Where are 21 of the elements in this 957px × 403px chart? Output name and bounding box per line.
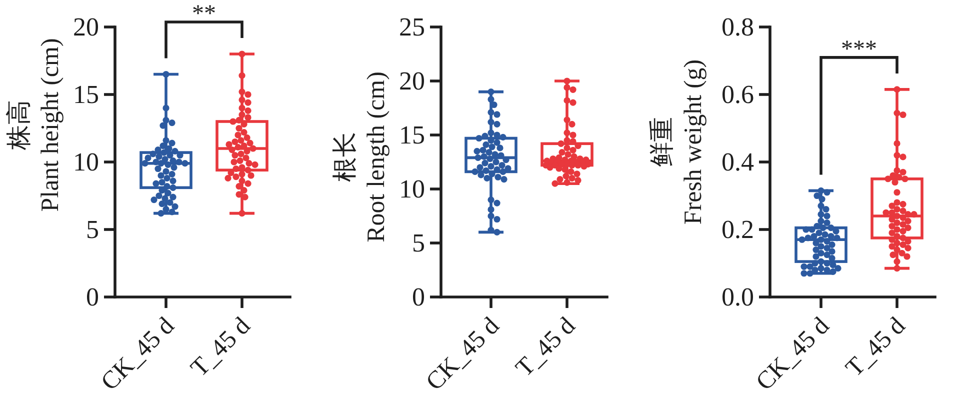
y-tick-label: 20	[73, 12, 99, 42]
y-tick-label: 15	[399, 120, 425, 150]
annotation: ***	[841, 36, 877, 62]
y-tick-label: 25	[399, 12, 425, 42]
y-axis-title: 株高 Plant height (cm)	[4, 38, 64, 212]
y-tick-label: 0.4	[722, 148, 754, 176]
y-axis-title: 鲜重 Fresh weight (g)	[648, 59, 707, 225]
y-tick-label: 20	[399, 66, 425, 96]
y-tick-label: 0.8	[722, 12, 754, 42]
y-tick-label: 0	[86, 282, 99, 312]
y-tick-label: 0.2	[722, 215, 754, 244]
y-tick-label: 5	[412, 228, 425, 258]
y-tick-label: 0	[412, 282, 425, 312]
y-tick-label: 15	[73, 80, 99, 109]
y-tick-label: 10	[399, 174, 425, 204]
y-axis-title: 根长 Root length (cm)	[332, 72, 390, 242]
y-tick-label: 0.0	[722, 282, 754, 312]
y-tick-label: 0.6	[722, 80, 754, 109]
y-tick-label: 5	[86, 215, 99, 244]
annotation: **	[192, 1, 216, 27]
y-tick-label: 10	[73, 148, 99, 176]
